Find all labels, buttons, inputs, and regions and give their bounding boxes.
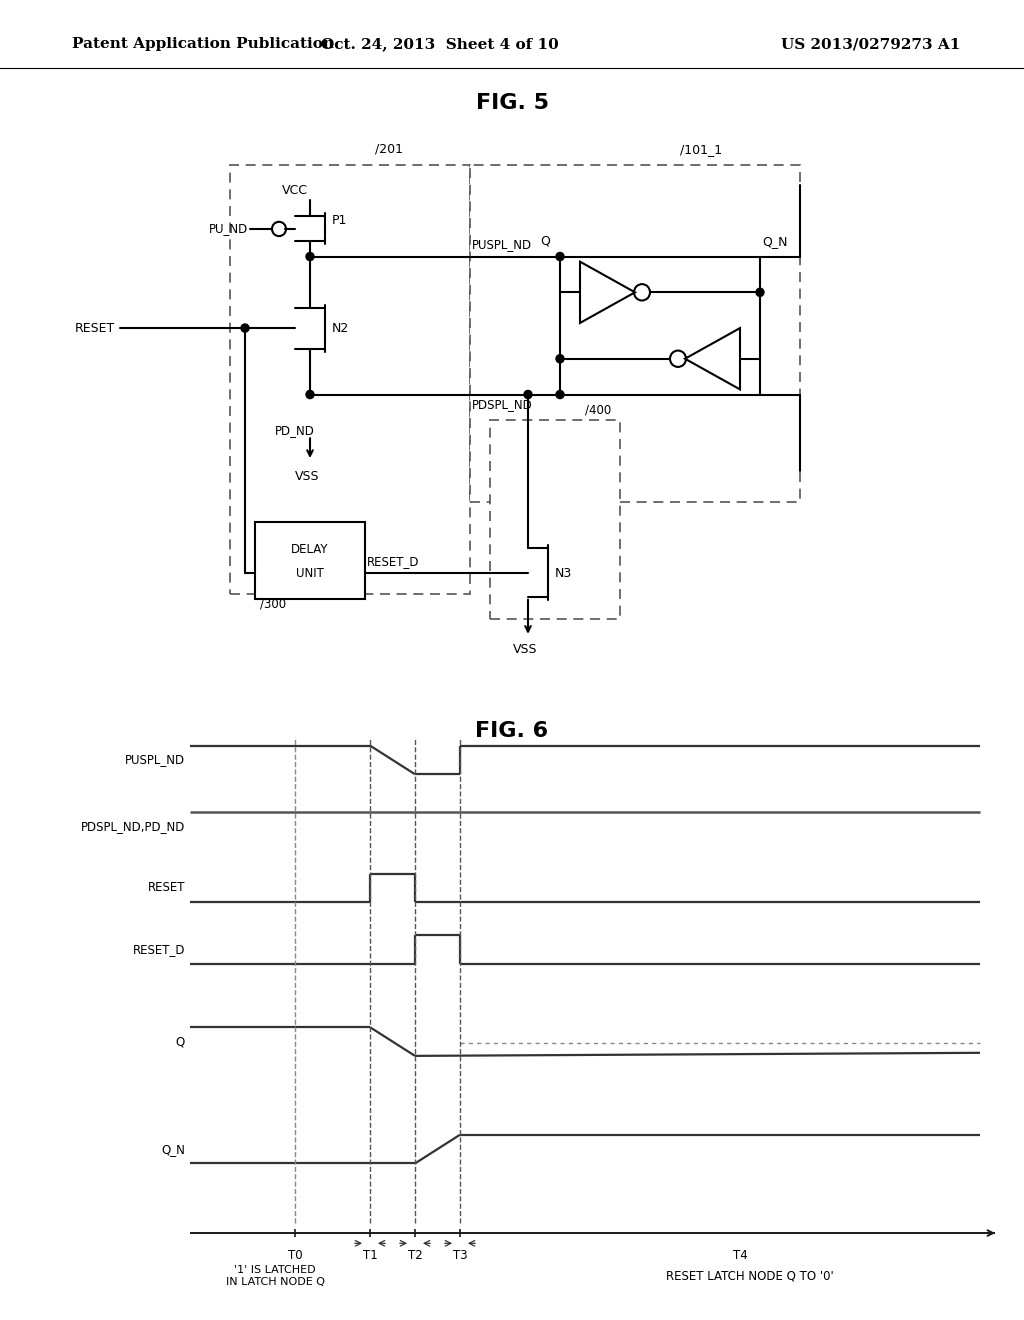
Text: Oct. 24, 2013  Sheet 4 of 10: Oct. 24, 2013 Sheet 4 of 10	[322, 37, 559, 51]
Circle shape	[241, 323, 249, 333]
Circle shape	[524, 391, 532, 399]
Text: Q_N: Q_N	[161, 1143, 185, 1155]
Text: RESET_D: RESET_D	[367, 554, 420, 568]
Text: P1: P1	[332, 214, 347, 227]
Text: Q: Q	[176, 1035, 185, 1048]
Text: T2: T2	[408, 1249, 422, 1262]
Text: N3: N3	[555, 566, 572, 579]
Circle shape	[306, 391, 314, 399]
Circle shape	[556, 355, 564, 363]
Text: VSS: VSS	[295, 470, 319, 483]
Text: N2: N2	[332, 322, 349, 334]
Text: Patent Application Publication: Patent Application Publication	[72, 37, 334, 51]
Text: RESET LATCH NODE Q TO '0': RESET LATCH NODE Q TO '0'	[667, 1270, 834, 1283]
Circle shape	[756, 288, 764, 297]
Text: PUSPL_ND: PUSPL_ND	[472, 238, 532, 251]
Bar	[470, 165, 800, 502]
Text: /101_1: /101_1	[680, 143, 722, 156]
Text: PDSPL_ND,PD_ND: PDSPL_ND,PD_ND	[81, 820, 185, 833]
Text: RESET: RESET	[75, 322, 115, 334]
Text: US 2013/0279273 A1: US 2013/0279273 A1	[780, 37, 961, 51]
Text: RESET_D: RESET_D	[132, 942, 185, 956]
Circle shape	[556, 391, 564, 399]
Text: VSS: VSS	[513, 643, 538, 656]
Text: Q: Q	[540, 235, 550, 248]
Bar	[255, 523, 365, 599]
Text: /400: /400	[585, 404, 611, 416]
Text: T4: T4	[732, 1249, 748, 1262]
Text: DELAY: DELAY	[291, 544, 329, 556]
Text: RESET: RESET	[147, 882, 185, 895]
Text: VCC: VCC	[282, 183, 308, 197]
Bar	[490, 420, 620, 619]
Text: PU_ND: PU_ND	[209, 223, 248, 235]
Circle shape	[306, 252, 314, 260]
Text: PD_ND: PD_ND	[275, 424, 314, 437]
Text: T1: T1	[362, 1249, 378, 1262]
Text: FIG. 6: FIG. 6	[475, 721, 549, 742]
Text: FIG. 5: FIG. 5	[475, 94, 549, 114]
Text: T0: T0	[288, 1249, 302, 1262]
Text: UNIT: UNIT	[296, 566, 324, 579]
Bar	[230, 165, 470, 594]
Text: '1' IS LATCHED
IN LATCH NODE Q: '1' IS LATCHED IN LATCH NODE Q	[225, 1266, 325, 1287]
Text: T3: T3	[453, 1249, 467, 1262]
Text: PDSPL_ND: PDSPL_ND	[472, 399, 532, 412]
Circle shape	[556, 252, 564, 260]
Text: PUSPL_ND: PUSPL_ND	[125, 754, 185, 767]
Text: /201: /201	[375, 143, 403, 156]
Text: /300: /300	[260, 598, 286, 611]
Text: Q_N: Q_N	[762, 235, 787, 248]
